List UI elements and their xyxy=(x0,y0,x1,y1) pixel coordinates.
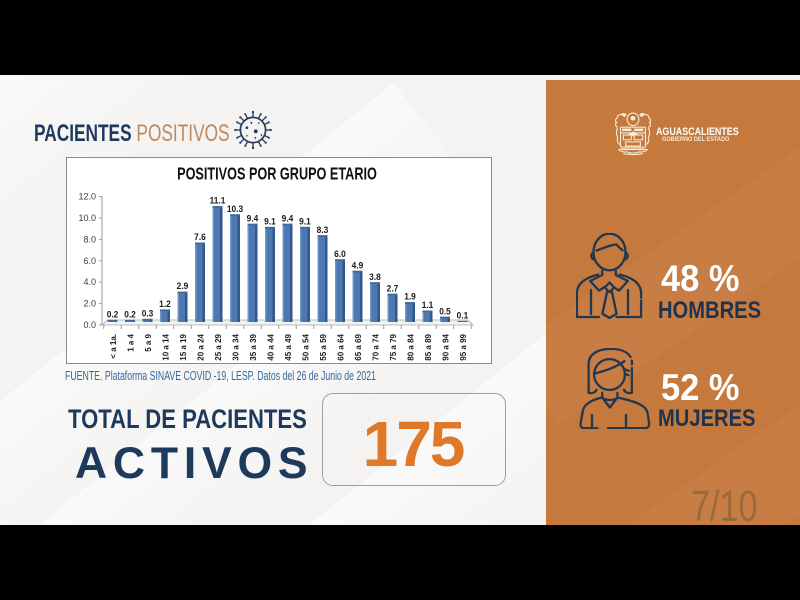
svg-text:9.1: 9.1 xyxy=(264,216,276,227)
svg-text:9.4: 9.4 xyxy=(282,213,294,224)
svg-text:0.3: 0.3 xyxy=(142,308,154,319)
svg-text:20 a 24: 20 a 24 xyxy=(197,333,206,360)
svg-text:85 a 89: 85 a 89 xyxy=(424,333,433,360)
svg-text:75 a 79: 75 a 79 xyxy=(389,333,398,360)
svg-text:25 a 29: 25 a 29 xyxy=(214,333,223,360)
svg-text:11.1: 11.1 xyxy=(210,195,226,206)
svg-text:30 a 34: 30 a 34 xyxy=(232,333,241,360)
svg-text:3.8: 3.8 xyxy=(369,271,381,282)
svg-text:5 a 9: 5 a 9 xyxy=(144,333,153,351)
svg-text:35 a 39: 35 a 39 xyxy=(249,333,258,360)
svg-text:1.2: 1.2 xyxy=(159,298,171,309)
svg-text:60 a 64: 60 a 64 xyxy=(337,333,346,360)
svg-text:4.9: 4.9 xyxy=(352,260,364,271)
svg-text:0.2: 0.2 xyxy=(124,309,136,320)
svg-text:6.0: 6.0 xyxy=(83,256,96,266)
svg-text:0.0: 0.0 xyxy=(83,320,96,330)
svg-text:0.2: 0.2 xyxy=(107,309,119,320)
svg-text:55 a 59: 55 a 59 xyxy=(319,333,328,360)
svg-text:2.9: 2.9 xyxy=(177,281,189,292)
svg-text:1.9: 1.9 xyxy=(404,291,416,302)
svg-text:95 a 99: 95 a 99 xyxy=(459,333,468,360)
svg-text:80 a 84: 80 a 84 xyxy=(407,333,416,360)
svg-text:2.0: 2.0 xyxy=(83,299,96,309)
svg-text:10.0: 10.0 xyxy=(78,213,96,223)
svg-text:10 a 14: 10 a 14 xyxy=(162,333,171,360)
svg-text:8.3: 8.3 xyxy=(317,224,329,235)
svg-text:< a 1a.: < a 1a. xyxy=(109,334,118,359)
svg-text:0.1: 0.1 xyxy=(457,310,469,321)
svg-text:2.7: 2.7 xyxy=(387,283,399,294)
svg-text:1 a 4: 1 a 4 xyxy=(127,333,136,351)
svg-text:10.3: 10.3 xyxy=(227,203,243,214)
svg-text:45 a 49: 45 a 49 xyxy=(284,333,293,360)
svg-text:12.0: 12.0 xyxy=(78,192,96,202)
svg-text:50 a 54: 50 a 54 xyxy=(302,333,311,360)
svg-text:7.6: 7.6 xyxy=(194,232,206,243)
svg-text:8.0: 8.0 xyxy=(83,234,96,244)
svg-text:70 a 74: 70 a 74 xyxy=(372,333,381,360)
svg-text:6.0: 6.0 xyxy=(334,248,346,259)
svg-text:0.5: 0.5 xyxy=(439,306,451,317)
svg-text:POSITIVOS POR GRUPO ETARIO: POSITIVOS POR GRUPO ETARIO xyxy=(177,165,377,184)
svg-text:65 a 69: 65 a 69 xyxy=(354,333,363,360)
svg-text:15 a 19: 15 a 19 xyxy=(179,333,188,360)
svg-text:9.1: 9.1 xyxy=(299,216,311,227)
svg-text:4.0: 4.0 xyxy=(83,277,96,287)
svg-text:9.4: 9.4 xyxy=(247,213,259,224)
svg-text:40 a 44: 40 a 44 xyxy=(267,333,276,360)
svg-text:90 a 94: 90 a 94 xyxy=(442,333,451,360)
svg-text:1.1: 1.1 xyxy=(422,300,434,311)
